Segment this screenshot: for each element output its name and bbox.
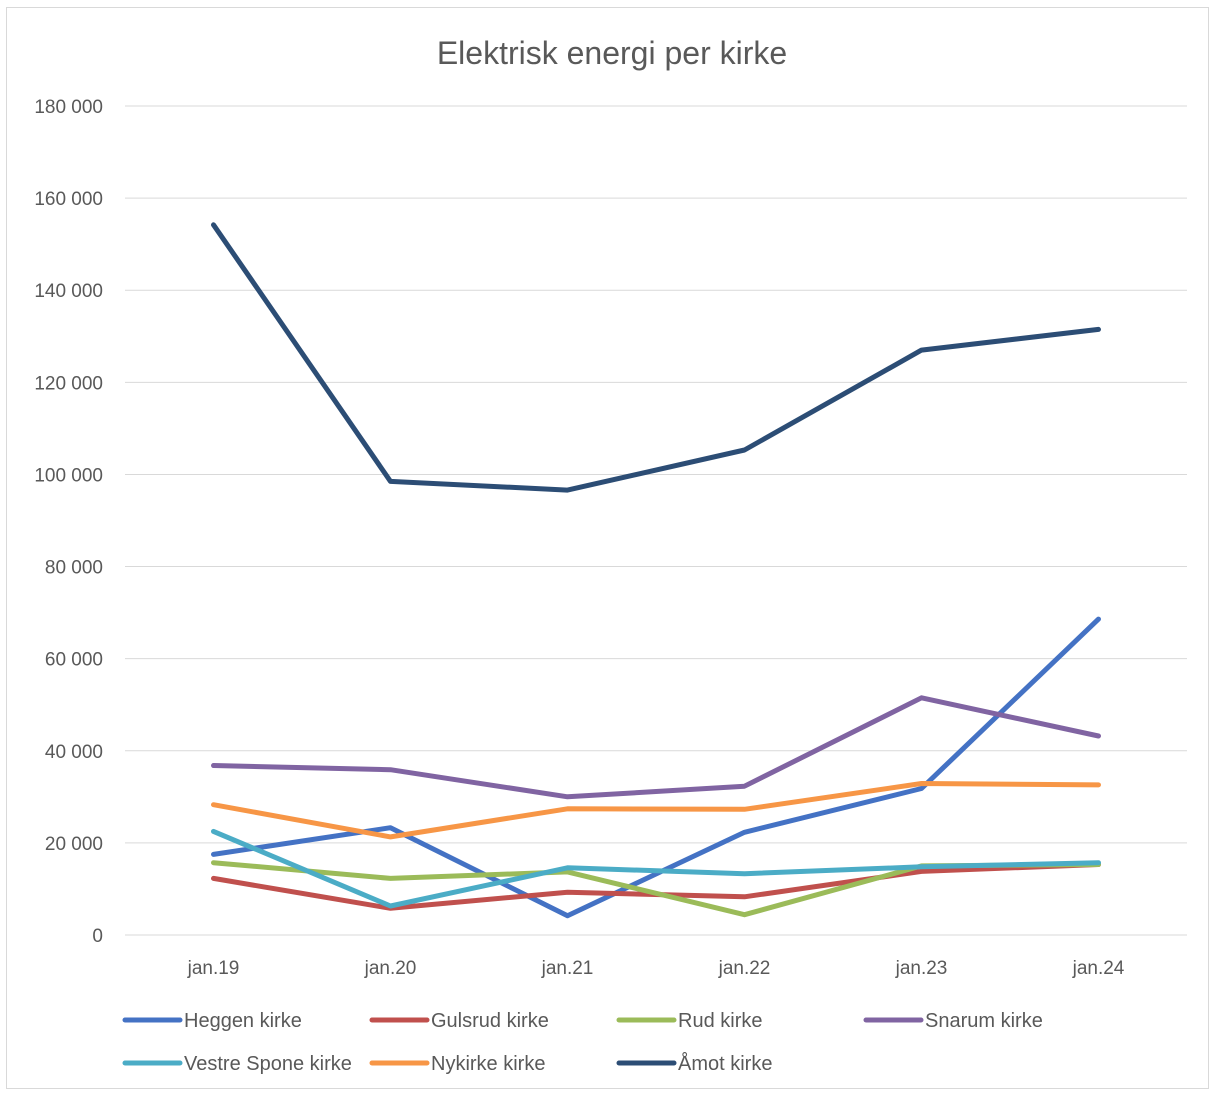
y-tick-label: 140 000 [34, 281, 103, 302]
series-line-3 [211, 695, 1101, 800]
y-tick-label: 160 000 [34, 189, 103, 210]
legend-item: Snarum kirke [863, 1010, 1043, 1032]
y-tick-label: 120 000 [34, 373, 103, 394]
legend-item: Åmot kirke [616, 1052, 772, 1075]
legend-item: Vestre Spone kirke [122, 1053, 352, 1075]
legend: Heggen kirke Gulsrud kirke Rud kirke Snarum… [122, 1010, 1043, 1075]
series-lines [211, 222, 1101, 919]
y-tick-label: 100 000 [34, 465, 103, 486]
x-tick-label: jan.21 [541, 958, 594, 979]
series-line-4 [211, 828, 1101, 909]
legend-label: Nykirke kirke [431, 1053, 545, 1075]
chart-title: Elektrisk energi per kirke [437, 35, 787, 71]
series-line-5 [211, 781, 1101, 840]
legend-item: Heggen kirke [122, 1010, 302, 1032]
x-tick-label: jan.20 [364, 958, 417, 979]
legend-item: Nykirke kirke [369, 1053, 545, 1075]
legend-label: Heggen kirke [184, 1010, 302, 1032]
x-tick-label: jan.24 [1072, 958, 1125, 979]
legend-label: Snarum kirke [925, 1010, 1043, 1032]
y-axis-ticks: 0 20 000 40 000 60 000 80 000 100 000 120 000 1… [34, 97, 103, 947]
legend-label: Gulsrud kirke [431, 1010, 549, 1032]
y-tick-label: 80 000 [45, 558, 103, 579]
y-tick-label: 180 000 [34, 97, 103, 118]
legend-item: Rud kirke [616, 1010, 762, 1032]
legend-label: Rud kirke [678, 1010, 762, 1032]
y-tick-label: 20 000 [45, 834, 103, 855]
x-tick-label: jan.23 [895, 958, 948, 979]
x-tick-label: jan.19 [187, 958, 240, 979]
x-axis-ticks: jan.19 jan.20 jan.21 jan.22 jan.23 jan.24 [187, 958, 1125, 979]
series-line-6 [211, 222, 1101, 493]
legend-label: Åmot kirke [678, 1052, 772, 1075]
legend-label: Vestre Spone kirke [184, 1053, 352, 1075]
chart-frame [6, 7, 1209, 1089]
legend-item: Gulsrud kirke [369, 1010, 549, 1032]
y-tick-label: 60 000 [45, 650, 103, 671]
y-tick-label: 40 000 [45, 742, 103, 763]
y-tick-label: 0 [92, 926, 103, 947]
x-tick-label: jan.22 [718, 958, 771, 979]
